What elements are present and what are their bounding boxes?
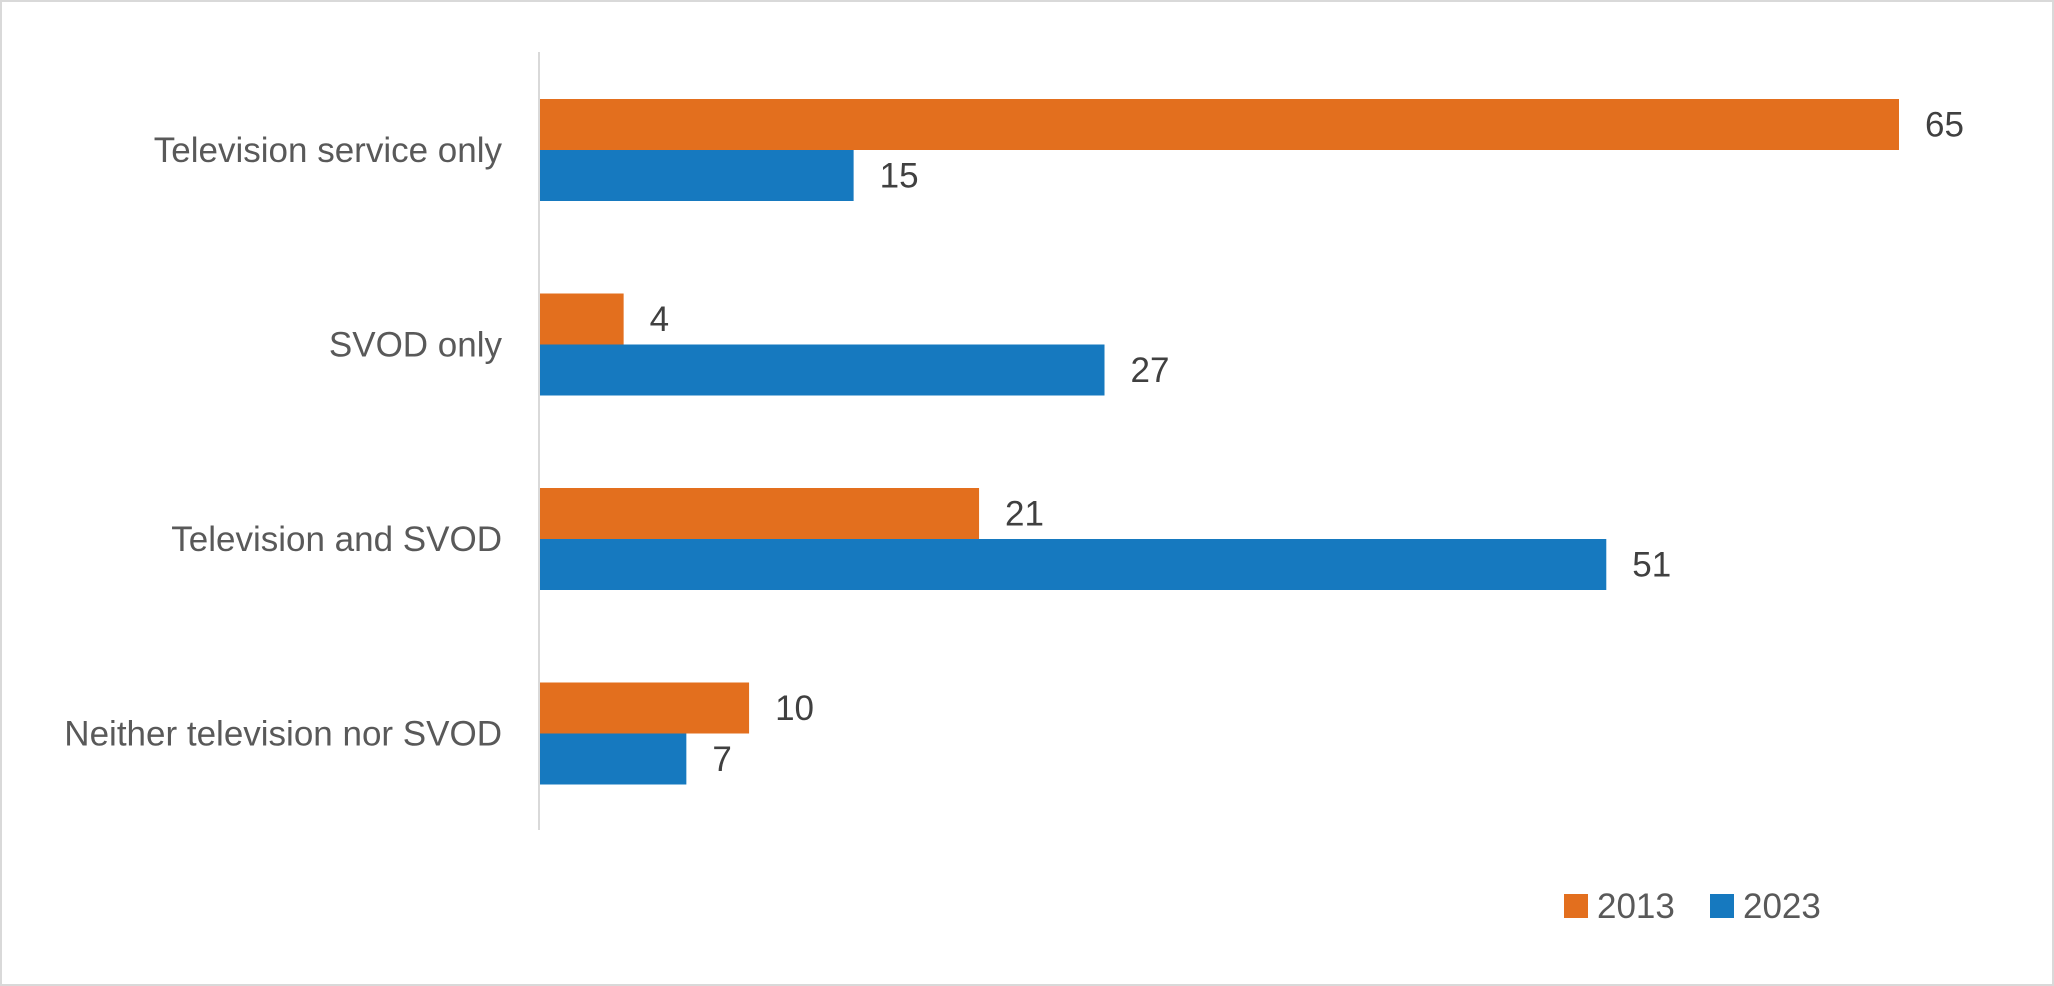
legend-label: 2013 xyxy=(1597,887,1675,926)
bar-2013 xyxy=(540,488,980,539)
bar-2023 xyxy=(540,344,1105,396)
data-label: 10 xyxy=(775,689,814,728)
data-label: 4 xyxy=(650,300,669,339)
bars-layer xyxy=(540,99,1899,785)
data-label: 65 xyxy=(1925,106,1964,145)
bar-2013 xyxy=(540,682,750,734)
category-label: Television and SVOD xyxy=(171,520,502,559)
category-label: Neither television nor SVOD xyxy=(64,715,502,754)
bar-2023 xyxy=(540,150,854,201)
bar-2023 xyxy=(540,733,687,785)
legend-label: 2023 xyxy=(1743,887,1821,926)
legend: 2013 2023 xyxy=(1564,887,1821,926)
legend-swatch-2013 xyxy=(1564,894,1588,918)
data-label: 27 xyxy=(1131,351,1170,390)
bar-2023 xyxy=(540,539,1607,590)
data-label: 7 xyxy=(712,740,731,779)
data-label: 21 xyxy=(1005,495,1044,534)
category-label: Television service only xyxy=(154,131,503,170)
labels-layer: Television service only 65 15 SVOD only 4 27 T… xyxy=(64,106,1964,780)
bar-2013 xyxy=(540,99,1899,150)
bar-2013 xyxy=(540,293,624,345)
data-label: 15 xyxy=(880,157,919,196)
legend-swatch-2023 xyxy=(1710,894,1734,918)
category-label: SVOD only xyxy=(329,326,503,365)
data-label: 51 xyxy=(1632,546,1671,585)
